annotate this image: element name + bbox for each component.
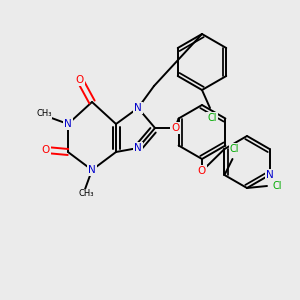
Text: N: N <box>134 103 142 113</box>
Text: N: N <box>266 170 273 180</box>
Text: O: O <box>171 123 179 133</box>
Text: Cl: Cl <box>230 144 239 154</box>
Text: N: N <box>134 143 142 153</box>
Text: O: O <box>42 145 50 155</box>
Text: N: N <box>88 165 96 175</box>
Text: O: O <box>76 75 84 85</box>
Text: N: N <box>64 119 72 129</box>
Text: CH₃: CH₃ <box>78 190 94 199</box>
Text: O: O <box>198 166 206 176</box>
Text: Cl: Cl <box>272 181 282 191</box>
Text: Cl: Cl <box>207 113 217 123</box>
Text: CH₃: CH₃ <box>36 110 52 118</box>
